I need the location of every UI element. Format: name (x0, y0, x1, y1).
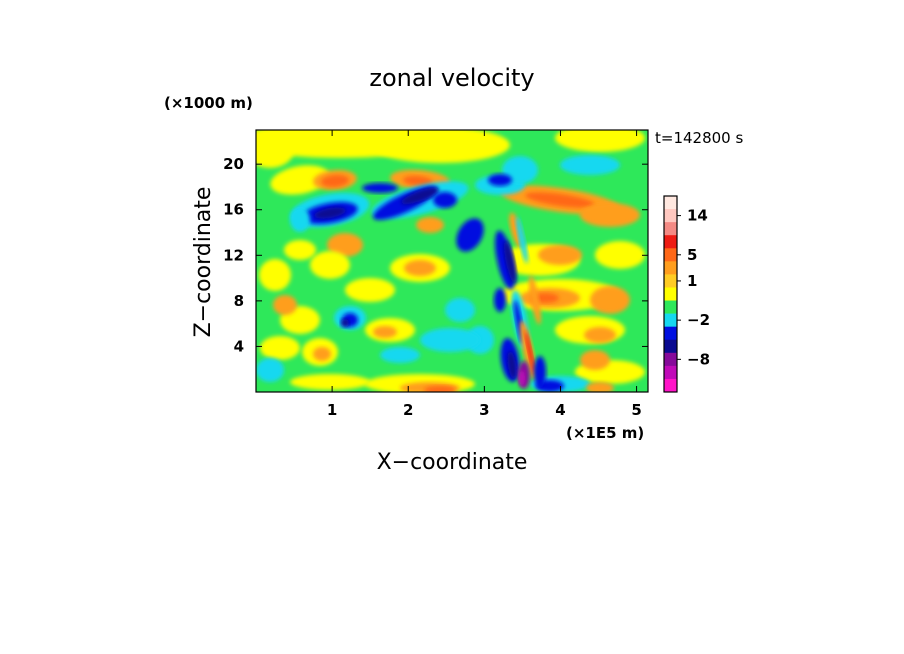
time-label: t=142800 s (655, 129, 743, 147)
field-contour (259, 259, 291, 291)
colorbar-band (664, 274, 677, 288)
field-contour (503, 240, 517, 284)
field-contour (529, 275, 541, 325)
colorbar-band (664, 209, 677, 223)
colorbar-band (664, 365, 677, 380)
colorbar-band (664, 339, 677, 354)
field-contour (370, 130, 510, 163)
field-contour (401, 187, 439, 205)
field-contour (456, 218, 484, 252)
colorbar-band (664, 300, 677, 314)
colorbar-band (664, 378, 677, 393)
colorbar-band (664, 248, 677, 262)
field-contour (284, 240, 316, 260)
field-contour (273, 295, 297, 315)
field-contour (260, 336, 300, 360)
colorbar-band (664, 313, 677, 327)
field-contour (502, 156, 538, 184)
field-contour (507, 351, 517, 379)
field-contour (270, 165, 330, 195)
y-axis-label: Z−coordinate (191, 187, 216, 338)
field-contour (590, 286, 630, 314)
colorbar-band (664, 287, 677, 301)
colorbar-label: 14 (687, 207, 708, 225)
y-tick-label: 8 (234, 292, 244, 310)
field-contour (362, 183, 398, 193)
y-unit-label: (×1000 m) (164, 94, 253, 112)
x-tick-label: 4 (555, 401, 565, 419)
y-tick-label: 12 (223, 246, 244, 264)
field-contour (519, 370, 525, 386)
y-tick-label: 4 (234, 337, 244, 355)
field-contour (445, 298, 475, 322)
colorbar-band (664, 196, 677, 210)
field-contour (420, 328, 480, 352)
field-contour (380, 347, 420, 363)
plot-frame (255, 129, 649, 393)
field-contour (580, 350, 610, 370)
field-contour (341, 319, 349, 327)
y-axis: 4 8 12 16 20 (223, 155, 648, 355)
x-axis: 1 2 3 4 5 (327, 130, 642, 419)
field-contour (538, 245, 582, 265)
colorbar-label: 5 (687, 246, 697, 264)
field-contour (373, 326, 397, 338)
x-tick-label: 1 (327, 401, 337, 419)
field-contour (290, 374, 370, 390)
colorbar-label: −8 (687, 350, 710, 368)
field-contour (525, 192, 595, 208)
x-tick-label: 2 (403, 401, 413, 419)
colorbar-band (664, 222, 677, 236)
y-tick-label: 20 (223, 155, 244, 173)
colorbar: 14 5 1 −2 −8 (663, 195, 710, 393)
field-contour (403, 175, 433, 187)
field-contour (256, 132, 294, 168)
field-contour (586, 382, 614, 392)
colorbar-band (664, 235, 677, 249)
field-contour (525, 330, 535, 374)
field-contour (580, 203, 640, 227)
field-contour (584, 327, 616, 343)
colorbar-frame (663, 195, 678, 393)
colorbar-label: −2 (687, 311, 710, 329)
field-contour (416, 217, 444, 233)
x-tick-label: 3 (479, 401, 489, 419)
field-contour (256, 358, 284, 382)
field-contour (516, 216, 528, 264)
x-unit-label: (×1E5 m) (566, 424, 644, 442)
colorbar-band (664, 326, 677, 341)
field-contour (424, 386, 456, 392)
x-axis-label: X−coordinate (377, 450, 528, 475)
field-contour (488, 174, 512, 186)
field-contour (560, 155, 620, 175)
field-contour (314, 207, 346, 219)
field-contour (310, 251, 350, 279)
heatmap-field (256, 130, 648, 392)
field-contour (290, 208, 310, 232)
field-contour (555, 130, 645, 152)
field-contour (345, 278, 395, 302)
y-tick-label: 16 (223, 201, 244, 219)
field-contour (494, 288, 506, 312)
field-contour (595, 241, 645, 269)
field-contour (534, 356, 546, 388)
x-tick-label: 5 (631, 401, 641, 419)
colorbar-label: 1 (687, 272, 697, 290)
field-contour (327, 233, 363, 257)
colorbar-band (664, 261, 677, 275)
field-contour (433, 192, 457, 208)
chart-title: zonal velocity (369, 64, 534, 92)
colorbar-band (664, 352, 677, 367)
field-contour (321, 174, 349, 188)
field-contour (404, 260, 436, 276)
field-contour (313, 347, 331, 361)
